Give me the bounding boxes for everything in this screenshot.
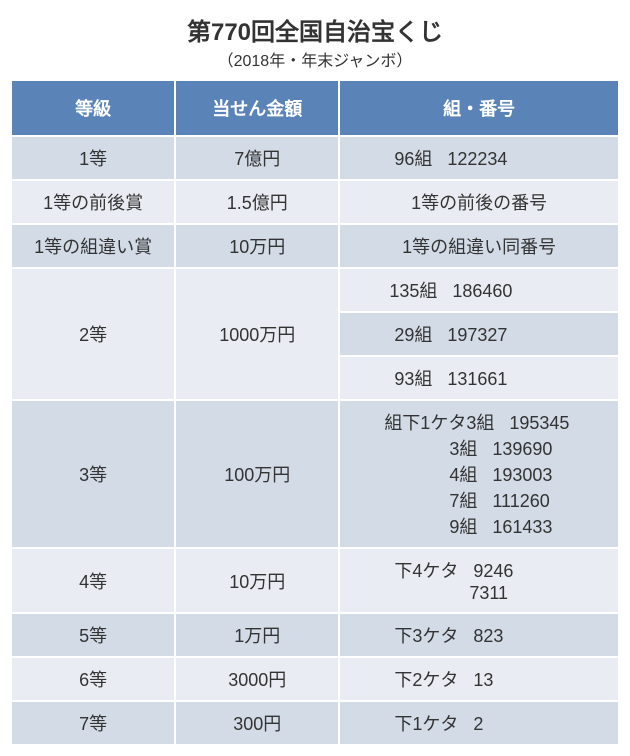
table-row: 6等 3000円 下2ケタ 13 <box>11 657 619 701</box>
lottery-results-card: 第770回全国自治宝くじ （2018年・年末ジャンボ） 等級 当せん金額 組・番… <box>10 12 620 746</box>
amount-cell: 7億円 <box>175 136 339 180</box>
numbers-cell: 下2ケタ 13 <box>339 657 619 701</box>
title: 第770回全国自治宝くじ <box>10 12 620 47</box>
numbers-cell: 93組 131661 <box>339 356 619 400</box>
amount-cell: 300円 <box>175 701 339 745</box>
grade-cell: 4等 <box>11 548 175 613</box>
col-header-grade: 等級 <box>11 80 175 136</box>
numbers-cell: 96組 122234 <box>339 136 619 180</box>
amount-cell: 10万円 <box>175 224 339 268</box>
numbers-cell: 1等の前後の番号 <box>339 180 619 224</box>
numbers-cell: 下1ケタ 2 <box>339 701 619 745</box>
numbers-cell: 下3ケタ 823 <box>339 613 619 657</box>
numbers-cell: 下4ケタ 9246 7311 <box>339 548 619 613</box>
col-header-numbers: 組・番号 <box>339 80 619 136</box>
numbers-cell: 29組 197327 <box>339 312 619 356</box>
table-row: 5等 1万円 下3ケタ 823 <box>11 613 619 657</box>
numbers-cell: 組下1ケタ3組 195345 3組 139690 4組 193003 7組 11… <box>339 400 619 548</box>
grade-cell: 3等 <box>11 400 175 548</box>
table-row: 2等 1000万円 135組 186460 <box>11 268 619 312</box>
col-header-amount: 当せん金額 <box>175 80 339 136</box>
amount-cell: 1.5億円 <box>175 180 339 224</box>
table-row: 7等 300円 下1ケタ 2 <box>11 701 619 745</box>
numbers-cell: 1等の組違い同番号 <box>339 224 619 268</box>
table-row: 1等の前後賞 1.5億円 1等の前後の番号 <box>11 180 619 224</box>
grade-cell: 7等 <box>11 701 175 745</box>
numbers-cell: 135組 186460 <box>339 268 619 312</box>
grade-cell: 6等 <box>11 657 175 701</box>
table-row: 1等の組違い賞 10万円 1等の組違い同番号 <box>11 224 619 268</box>
amount-cell: 1000万円 <box>175 268 339 400</box>
amount-cell: 100万円 <box>175 400 339 548</box>
table-row: 4等 10万円 下4ケタ 9246 7311 <box>11 548 619 613</box>
amount-cell: 10万円 <box>175 548 339 613</box>
table-header-row: 等級 当せん金額 組・番号 <box>11 80 619 136</box>
grade-cell: 2等 <box>11 268 175 400</box>
grade-cell: 1等の組違い賞 <box>11 224 175 268</box>
amount-cell: 1万円 <box>175 613 339 657</box>
grade-cell: 5等 <box>11 613 175 657</box>
grade-cell: 1等 <box>11 136 175 180</box>
table-row: 3等 100万円 組下1ケタ3組 195345 3組 139690 4組 193… <box>11 400 619 548</box>
subtitle: （2018年・年末ジャンボ） <box>10 47 620 71</box>
results-table: 等級 当せん金額 組・番号 1等 7億円 96組 122234 1等の前後賞 1… <box>10 79 620 746</box>
amount-cell: 3000円 <box>175 657 339 701</box>
grade-cell: 1等の前後賞 <box>11 180 175 224</box>
table-row: 1等 7億円 96組 122234 <box>11 136 619 180</box>
